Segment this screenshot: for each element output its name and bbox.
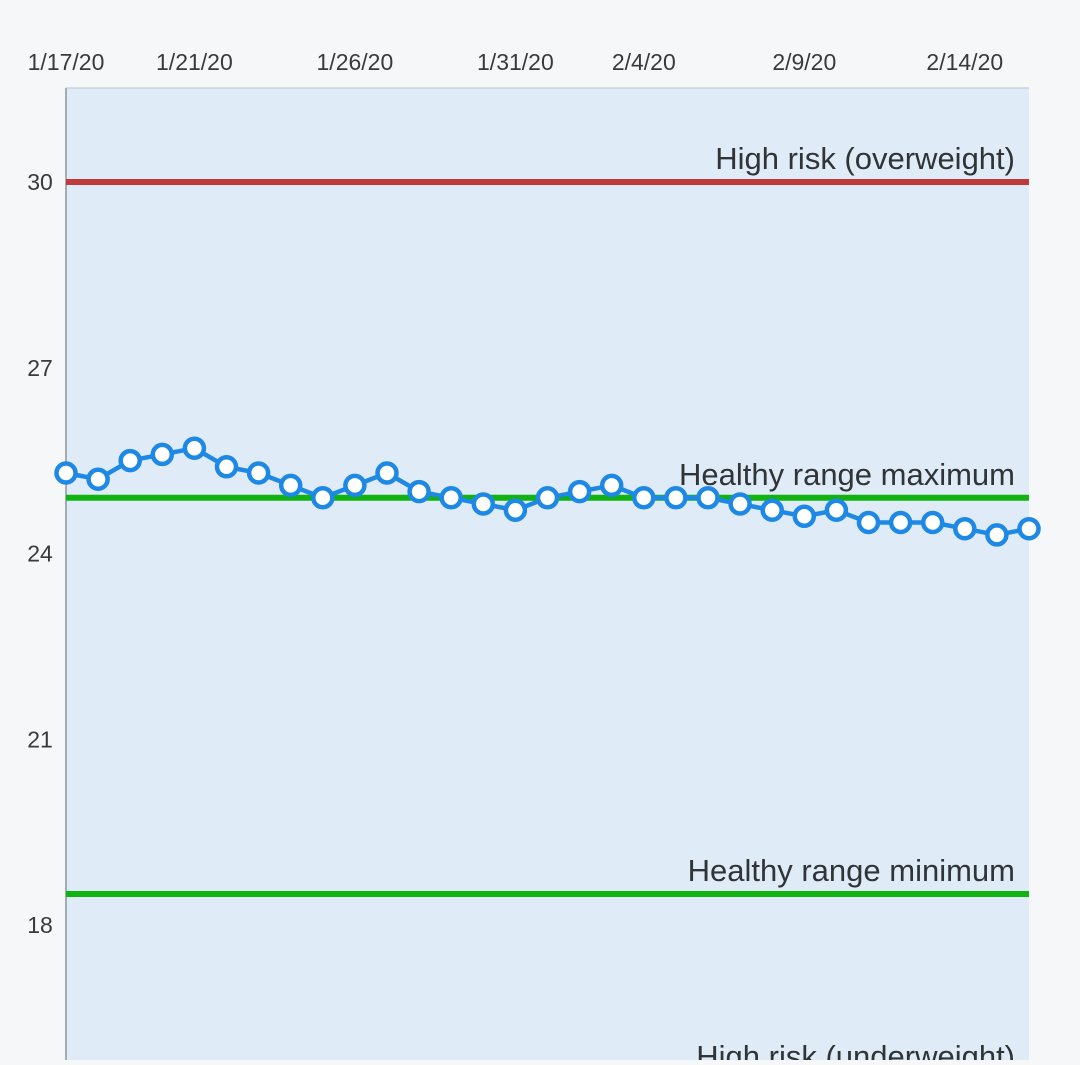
data-point-23[interactable] <box>792 504 817 529</box>
reference-line-label-0: High risk (overweight) <box>715 141 1015 176</box>
x-tick-label-5: 2/9/20 <box>772 49 836 75</box>
data-point-3[interactable] <box>150 442 175 467</box>
reference-line-label-3: High risk (underweight) <box>696 1039 1015 1060</box>
data-point-11[interactable] <box>407 479 431 504</box>
data-point-17[interactable] <box>599 473 624 498</box>
series-group <box>54 436 1041 547</box>
data-point-1[interactable] <box>86 467 110 491</box>
data-point-14[interactable] <box>503 498 528 522</box>
data-point-10[interactable] <box>375 461 399 485</box>
data-point-22[interactable] <box>760 498 784 522</box>
plot-area <box>66 88 1029 1060</box>
reference-line-label-1: Healthy range maximum <box>679 457 1015 492</box>
x-tick-labels: 1/17/20 1/21/20 1/26/20 1/31/20 2/4/20 2/9/20… <box>28 49 1004 75</box>
data-point-5[interactable] <box>214 455 239 479</box>
data-point-6[interactable] <box>246 461 271 485</box>
data-point-9[interactable] <box>343 473 367 498</box>
data-point-24[interactable] <box>824 498 849 522</box>
data-point-4[interactable] <box>182 436 207 460</box>
data-point-2[interactable] <box>118 448 142 473</box>
y-tick-label-2: 24 <box>27 541 53 567</box>
data-point-27[interactable] <box>920 510 945 535</box>
data-point-8[interactable] <box>311 486 335 510</box>
data-point-29[interactable] <box>985 523 1009 547</box>
x-tick-label-4: 2/4/20 <box>612 49 676 75</box>
data-point-7[interactable] <box>278 473 303 498</box>
data-point-26[interactable] <box>888 510 913 535</box>
y-tick-label-1: 21 <box>27 726 53 752</box>
y-tick-label-3: 27 <box>27 355 53 381</box>
data-point-21[interactable] <box>728 492 752 516</box>
data-point-30[interactable] <box>1017 516 1041 541</box>
data-point-19[interactable] <box>664 486 688 510</box>
data-point-16[interactable] <box>567 479 592 504</box>
x-tick-label-6: 2/14/20 <box>926 49 1003 75</box>
data-point-13[interactable] <box>471 492 496 516</box>
reference-line-label-2: Healthy range minimum <box>688 853 1015 888</box>
x-tick-label-2: 1/26/20 <box>317 49 394 75</box>
y-tick-labels: 18 21 24 27 30 <box>27 169 53 938</box>
x-tick-label-0: 1/17/20 <box>28 49 105 75</box>
data-point-18[interactable] <box>632 486 656 510</box>
data-point-0[interactable] <box>54 461 78 485</box>
data-point-25[interactable] <box>856 510 881 535</box>
y-tick-label-0: 18 <box>27 912 53 938</box>
y-tick-label-4: 30 <box>27 169 53 195</box>
reference-lines: High risk (overweight) Healthy range maxi… <box>66 141 1029 1065</box>
data-point-28[interactable] <box>953 516 977 541</box>
data-point-12[interactable] <box>439 486 463 510</box>
data-point-20[interactable] <box>696 486 720 510</box>
x-tick-label-1: 1/21/20 <box>156 49 233 75</box>
data-point-15[interactable] <box>535 486 560 510</box>
x-tick-label-3: 1/31/20 <box>477 49 554 75</box>
